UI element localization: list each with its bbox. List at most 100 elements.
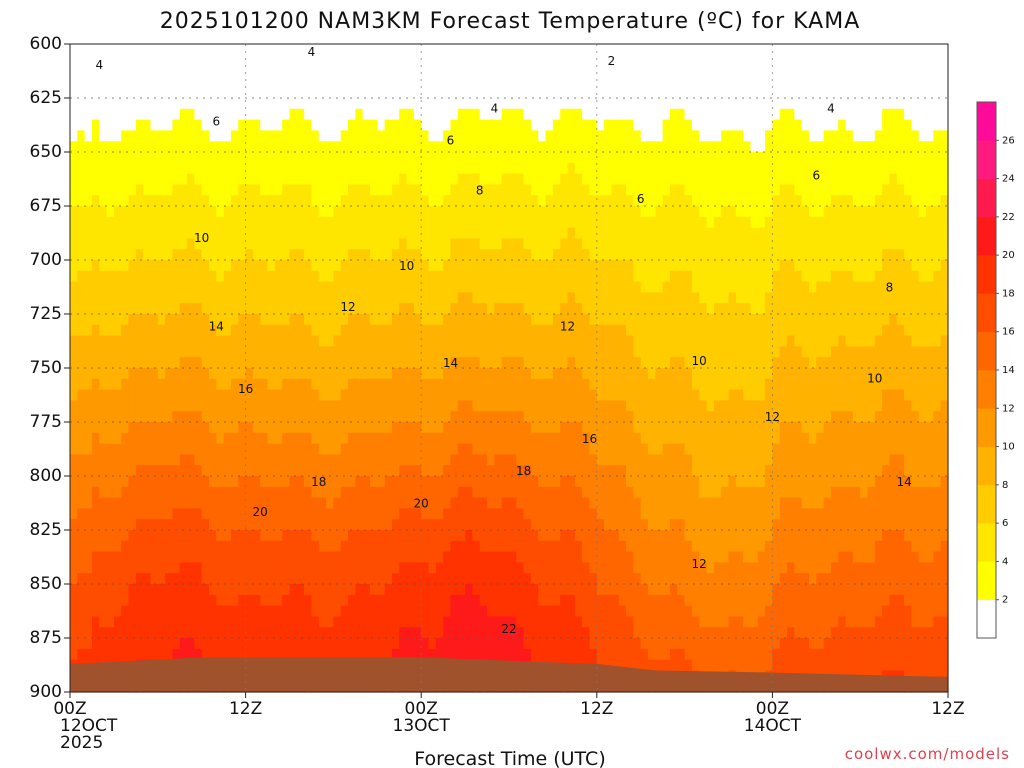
temperature-cell bbox=[604, 508, 613, 520]
temperature-cell bbox=[567, 141, 576, 153]
temperature-cell bbox=[187, 108, 195, 121]
temperature-cell bbox=[340, 486, 349, 499]
temperature-cell bbox=[633, 152, 642, 164]
temperature-cell bbox=[274, 594, 283, 607]
temperature-cell bbox=[318, 411, 327, 423]
temperature-cell bbox=[472, 638, 481, 650]
temperature-cell bbox=[128, 605, 137, 617]
temperature-cell bbox=[91, 519, 100, 531]
temperature-cell bbox=[245, 605, 254, 617]
temperature-cell bbox=[582, 76, 591, 88]
temperature-cell bbox=[516, 173, 525, 185]
temperature-cell bbox=[340, 249, 349, 261]
temperature-cell bbox=[655, 87, 664, 99]
temperature-cell bbox=[655, 281, 664, 293]
temperature-cell bbox=[230, 303, 239, 315]
temperature-cell bbox=[443, 249, 452, 261]
temperature-cell bbox=[304, 530, 313, 542]
temperature-cell bbox=[106, 530, 115, 542]
temperature-cell bbox=[421, 173, 430, 185]
temperature-cell bbox=[487, 119, 495, 131]
temperature-cell bbox=[596, 551, 605, 563]
temperature-cell bbox=[545, 206, 554, 218]
temperature-cell bbox=[626, 400, 634, 412]
temperature-cell bbox=[530, 216, 539, 229]
temperature-cell bbox=[662, 227, 671, 239]
temperature-cell bbox=[413, 465, 422, 477]
temperature-cell bbox=[435, 119, 444, 131]
temperature-cell bbox=[326, 530, 334, 542]
temperature-cell bbox=[413, 281, 422, 293]
temperature-cell bbox=[479, 173, 488, 185]
temperature-cell bbox=[84, 454, 93, 466]
temperature-cell bbox=[157, 530, 166, 542]
temperature-cell bbox=[77, 530, 86, 542]
temperature-cell bbox=[113, 76, 122, 88]
temperature-cell bbox=[479, 465, 488, 477]
temperature-cell bbox=[472, 162, 481, 175]
temperature-cell bbox=[501, 497, 510, 509]
temperature-cell bbox=[201, 303, 210, 315]
temperature-cell bbox=[377, 389, 386, 401]
temperature-cell bbox=[84, 346, 93, 358]
temperature-cell bbox=[260, 281, 269, 293]
temperature-cell bbox=[135, 411, 144, 423]
temperature-cell bbox=[582, 260, 591, 272]
temperature-cell bbox=[391, 303, 400, 315]
temperature-cell bbox=[362, 368, 371, 380]
temperature-cell bbox=[194, 605, 203, 617]
temperature-cell bbox=[406, 130, 415, 142]
temperature-cell bbox=[596, 98, 605, 110]
temperature-cell bbox=[143, 605, 152, 617]
temperature-cell bbox=[91, 389, 100, 401]
temperature-cell bbox=[348, 508, 356, 520]
temperature-cell bbox=[106, 173, 115, 185]
temperature-cell bbox=[128, 152, 137, 164]
temperature-cell bbox=[618, 65, 627, 77]
temperature-cell bbox=[391, 314, 400, 326]
temperature-cell bbox=[143, 465, 152, 477]
temperature-cell bbox=[216, 65, 225, 77]
temperature-cell bbox=[479, 195, 488, 207]
temperature-cell bbox=[421, 594, 430, 607]
temperature-cell bbox=[326, 162, 334, 175]
temperature-cell bbox=[165, 476, 174, 488]
temperature-cell bbox=[355, 108, 364, 121]
temperature-cell bbox=[450, 497, 459, 509]
temperature-cell bbox=[99, 422, 108, 434]
temperature-cell bbox=[99, 616, 108, 628]
temperature-cell bbox=[413, 638, 422, 650]
temperature-cell bbox=[443, 335, 452, 347]
temperature-cell bbox=[223, 206, 232, 218]
temperature-cell bbox=[135, 551, 144, 563]
temperature-cell bbox=[143, 162, 152, 175]
temperature-cell bbox=[260, 98, 269, 110]
temperature-cell bbox=[230, 486, 239, 499]
temperature-cell bbox=[209, 648, 217, 661]
temperature-cell bbox=[626, 540, 634, 553]
temperature-cell bbox=[479, 422, 488, 434]
temperature-cell bbox=[633, 44, 642, 56]
temperature-cell bbox=[348, 357, 356, 369]
temperature-cell bbox=[128, 519, 137, 531]
temperature-cell bbox=[487, 627, 495, 639]
temperature-cell bbox=[311, 292, 320, 304]
temperature-cell bbox=[413, 227, 422, 239]
temperature-cell bbox=[326, 44, 334, 56]
temperature-cell bbox=[128, 389, 137, 401]
temperature-cell bbox=[618, 260, 627, 272]
temperature-cell bbox=[106, 616, 115, 628]
temperature-cell bbox=[487, 260, 495, 272]
temperature-cell bbox=[406, 368, 415, 380]
temperature-cell bbox=[560, 551, 569, 563]
temperature-cell bbox=[245, 476, 254, 488]
temperature-cell bbox=[662, 411, 671, 423]
temperature-cell bbox=[121, 98, 130, 110]
temperature-cell bbox=[377, 594, 386, 607]
temperature-cell bbox=[487, 357, 495, 369]
temperature-cell bbox=[260, 216, 269, 229]
temperature-cell bbox=[70, 162, 78, 175]
temperature-cell bbox=[399, 195, 408, 207]
temperature-cell bbox=[165, 281, 174, 293]
temperature-cell bbox=[457, 422, 466, 434]
